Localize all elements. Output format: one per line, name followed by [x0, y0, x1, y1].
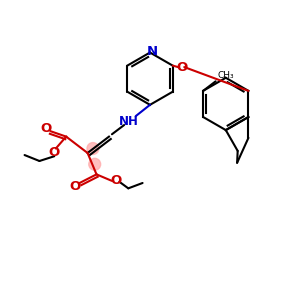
Text: O: O: [49, 146, 60, 159]
Circle shape: [89, 158, 101, 170]
Text: O: O: [40, 122, 51, 135]
Text: CH₃: CH₃: [217, 70, 234, 80]
Text: O: O: [110, 174, 122, 188]
Text: O: O: [176, 61, 188, 74]
Text: NH: NH: [119, 115, 139, 128]
Text: O: O: [69, 180, 80, 193]
Circle shape: [87, 142, 99, 154]
Text: N: N: [146, 45, 158, 58]
